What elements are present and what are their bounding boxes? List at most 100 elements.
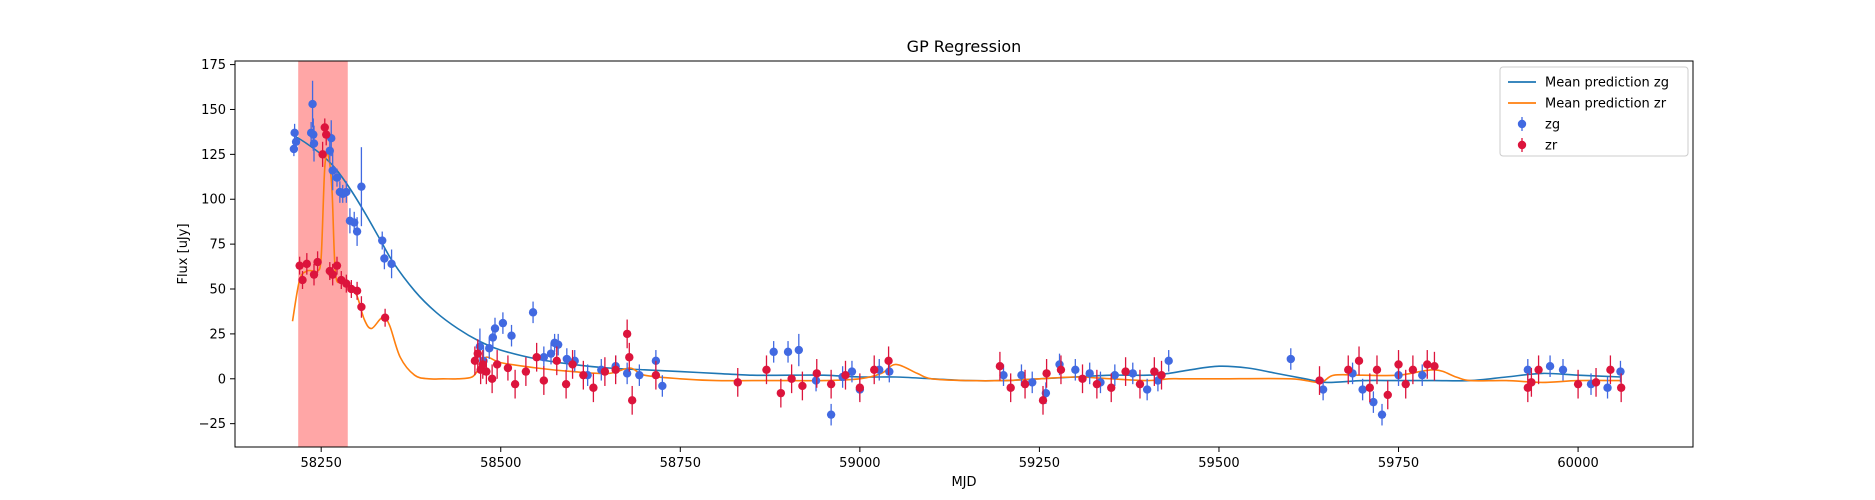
zg-data-point: [1558, 365, 1568, 374]
zg-data-point: [885, 367, 894, 376]
zg-data-point: [380, 254, 389, 263]
legend-box: [1499, 66, 1689, 157]
zr-data-point: [1121, 367, 1130, 376]
zg-data-point: [507, 331, 516, 340]
y-tick-label: 75: [209, 238, 226, 253]
zr-data-point: [1591, 378, 1601, 387]
plot-area: [289, 61, 1626, 447]
zr-data-point: [318, 150, 327, 159]
legend-entry-mean-prediction-zg: Mean prediction zg: [1508, 76, 1669, 91]
zr-data-point: [1573, 379, 1583, 389]
zr-data-point: [1006, 383, 1015, 392]
y-tick-label: 50: [209, 283, 226, 298]
zg-data-point: [539, 353, 549, 362]
zr-data-point: [776, 388, 786, 398]
zr-data-point: [651, 370, 661, 380]
zg-data-point: [1616, 367, 1625, 376]
zg-data-point: [847, 367, 857, 376]
zr-data-point: [1135, 379, 1145, 389]
zg-data-point: [622, 369, 632, 378]
zg-data-point: [309, 130, 318, 139]
x-tick-label: 59000: [839, 456, 880, 471]
zg-data-point: [999, 370, 1008, 380]
zg-data-point: [1523, 365, 1533, 374]
y-tick-label: 125: [201, 148, 226, 163]
zg-data-point: [342, 187, 351, 197]
zr-data-point: [812, 369, 821, 378]
zg-data-point: [308, 99, 317, 109]
legend-point-swatch: [1517, 140, 1527, 150]
y-tick-label: 100: [201, 193, 226, 208]
zg-data-point: [1369, 397, 1378, 407]
zr-data-point: [302, 259, 312, 269]
zg-data-point: [352, 227, 362, 236]
y-tick-label: 150: [201, 103, 226, 118]
zg-data-point: [1418, 370, 1427, 380]
zr-data-point: [328, 270, 337, 279]
zg-data-point: [325, 146, 335, 155]
zg-data-point: [794, 345, 804, 355]
zg-data-point: [1085, 369, 1094, 378]
zr-data-point: [622, 329, 632, 339]
chart-title: GP Regression: [907, 37, 1022, 56]
zr-data-point: [295, 261, 304, 270]
zg-data-point: [1286, 354, 1295, 364]
legend: Mean prediction zg Mean prediction zr zg zr: [1499, 66, 1689, 157]
zr-data-point: [1408, 365, 1418, 374]
zg-data-point: [1041, 388, 1051, 398]
zr-data-point: [1616, 383, 1626, 392]
zr-data-point: [787, 374, 796, 383]
zr-data-point: [510, 379, 520, 389]
zg-data-point: [309, 139, 319, 148]
zr-data-point: [995, 362, 1005, 371]
zg-data-point: [1028, 378, 1037, 387]
zr-data-point: [352, 286, 362, 296]
x-tick-label: 60000: [1557, 456, 1598, 471]
zr-data-point: [841, 370, 850, 380]
zr-data-point: [1527, 378, 1536, 387]
zg-data-point: [357, 182, 366, 191]
x-tick-label: 59750: [1378, 456, 1419, 471]
zg-data-point: [1142, 385, 1152, 394]
zr-data-point: [503, 363, 513, 373]
zg-data-point: [490, 324, 500, 333]
zg-data-point: [289, 144, 299, 154]
zg-data-point: [1603, 383, 1612, 392]
zr-data-point: [309, 270, 319, 279]
zr-data-point: [1354, 356, 1364, 366]
zr-data-point: [798, 381, 807, 391]
legend-point-swatch: [1517, 119, 1527, 129]
zr-data-point: [482, 367, 491, 376]
y-tick-label: 0: [218, 372, 226, 387]
legend-label: zr: [1545, 139, 1558, 154]
y-tick-label: 175: [201, 58, 226, 73]
zr-data-point: [552, 356, 561, 366]
legend-entry-mean-prediction-zr: Mean prediction zr: [1508, 97, 1667, 112]
zr-data-point: [1344, 365, 1353, 374]
zg-data-point: [769, 347, 778, 357]
zr-data-point: [532, 353, 541, 362]
zr-data-point: [342, 279, 351, 288]
legend-label: Mean prediction zr: [1545, 97, 1667, 112]
zr-data-point: [1383, 390, 1392, 400]
zg-data-point: [528, 308, 538, 317]
zg-data-point: [1017, 370, 1026, 380]
zr-data-point: [470, 356, 480, 366]
zg-data-point: [1358, 385, 1367, 394]
shaded-region: [298, 61, 348, 447]
zr-data-point: [1078, 374, 1087, 383]
zg-data-point: [826, 410, 836, 419]
zg-data-point: [658, 381, 667, 391]
zr-data-point: [1056, 365, 1066, 374]
zr-data-point: [1038, 396, 1048, 405]
zr-data-point: [1315, 376, 1324, 385]
x-tick-label: 58750: [660, 456, 701, 471]
zr-data-point: [625, 353, 634, 362]
legend-label: zg: [1545, 118, 1560, 133]
zr-data-point: [627, 396, 637, 405]
x-tick-label: 58250: [301, 456, 342, 471]
zr-data-point: [380, 313, 390, 322]
y-tick-label: 25: [209, 327, 226, 342]
zg-data-point: [332, 173, 342, 182]
